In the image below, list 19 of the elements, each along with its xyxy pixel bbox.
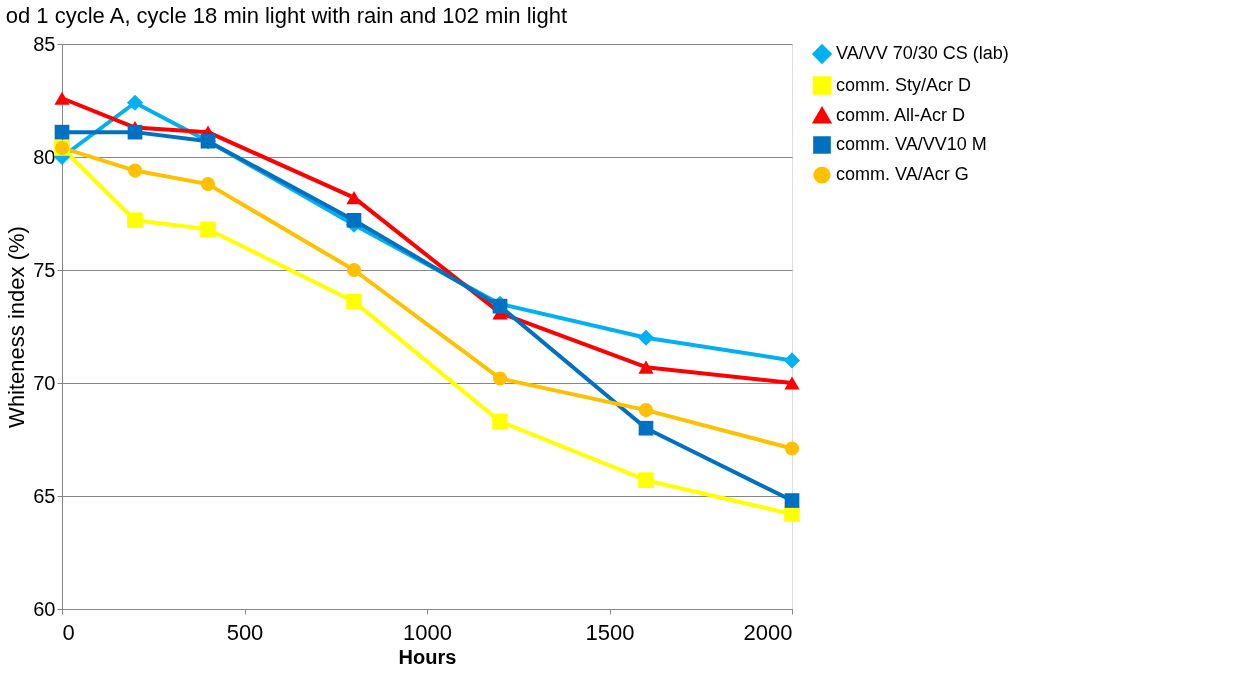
y-tick-label: 75 [33, 258, 56, 281]
y-tick-label: 85 [33, 32, 56, 55]
x-tick-label: 1500 [585, 619, 635, 645]
chart-title: od 1 cycle A, cycle 18 min light with rain and 102 min light [5, 3, 568, 28]
x-tick-label: 500 [226, 619, 264, 645]
y-tick-label: 65 [33, 484, 56, 507]
legend-label: comm. VA/Acr G [836, 164, 969, 184]
x-tick-label: 0 [62, 619, 75, 645]
y-tick-label: 80 [33, 145, 56, 168]
x-tick-label: 2000 [743, 619, 793, 645]
y-tick-label: 70 [33, 371, 56, 394]
legend-label: comm. All-Acr D [836, 104, 966, 125]
x-tick-label: 1000 [403, 619, 452, 645]
y-axis-title: Whiteness index (%) [4, 226, 30, 428]
legend-label: comm. Sty/Acr D [836, 74, 972, 95]
legend-label: comm. VA/VV10 M [836, 134, 987, 154]
x-axis-title: Hours [398, 645, 457, 668]
y-tick-label: 60 [33, 597, 56, 620]
legend-label: VA/VV 70/30 CS (lab) [836, 43, 1009, 63]
